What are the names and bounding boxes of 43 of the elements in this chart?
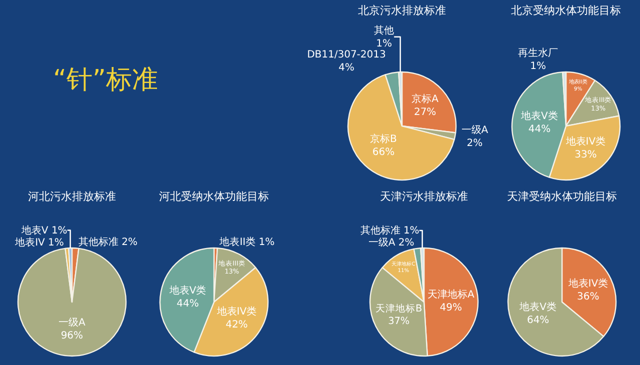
slice-label: 地表IV类 <box>564 135 606 148</box>
data-label: 66% <box>372 147 395 158</box>
data-label: 96% <box>60 330 84 342</box>
slice-label: 天津地标B <box>376 302 422 314</box>
slice-label: 再生水厂 <box>518 47 558 60</box>
data-label: 1% <box>530 61 546 72</box>
data-label: 33% <box>574 149 597 160</box>
data-label: 27% <box>414 107 436 118</box>
slice-label: 其他 <box>374 24 394 36</box>
slice-label: 天津地标A <box>427 288 474 301</box>
chart-title: 河北污水排放标准 <box>28 190 116 203</box>
data-label: 44% <box>176 298 199 310</box>
slice-label: 地表V类 <box>518 300 556 313</box>
slice-label: 地表IV类 <box>567 277 608 290</box>
data-label: 44% <box>528 124 551 136</box>
slice-label: 京标A <box>412 93 439 106</box>
chart-title: 北京污水排放标准 <box>358 4 446 17</box>
data-label: 42% <box>226 320 248 331</box>
slice-label: 其他标准 1% <box>360 224 420 237</box>
slice-label: DB11/307-2013 <box>307 49 386 60</box>
slice-label: 地表V 1% <box>20 224 68 236</box>
chart-title: 天津受纳水体功能目标 <box>507 190 617 203</box>
chart-title: 北京受纳水体功能目标 <box>511 4 621 17</box>
slice-label: 地表IV 1% <box>14 236 64 248</box>
data-label: 36% <box>577 291 600 302</box>
data-label: 37% <box>388 316 410 328</box>
slice-label: 一级A 2% <box>368 236 414 249</box>
slice-label: 一级A <box>58 316 86 328</box>
slice-label: 地表V类 <box>520 110 558 122</box>
slice-label: 地表II类 1% <box>218 236 275 248</box>
slice-label: 一级A <box>461 124 488 136</box>
slice-label: 其他标准 2% <box>78 236 138 248</box>
data-label: 4% <box>338 62 354 74</box>
slice-label: 京标B <box>370 133 398 146</box>
data-label: 1% <box>376 38 392 50</box>
text: “针”标准 <box>53 65 158 95</box>
data-label: 49% <box>440 302 462 314</box>
chart-title: 天津污水排放标准 <box>380 190 468 203</box>
slice-label: 地表V类 <box>168 284 206 296</box>
data-label: 64% <box>526 314 550 326</box>
chart-title: 河北受纳水体功能目标 <box>159 190 269 203</box>
slice-label: 地表IV类 <box>216 306 257 318</box>
data-label: 2% <box>466 138 483 150</box>
